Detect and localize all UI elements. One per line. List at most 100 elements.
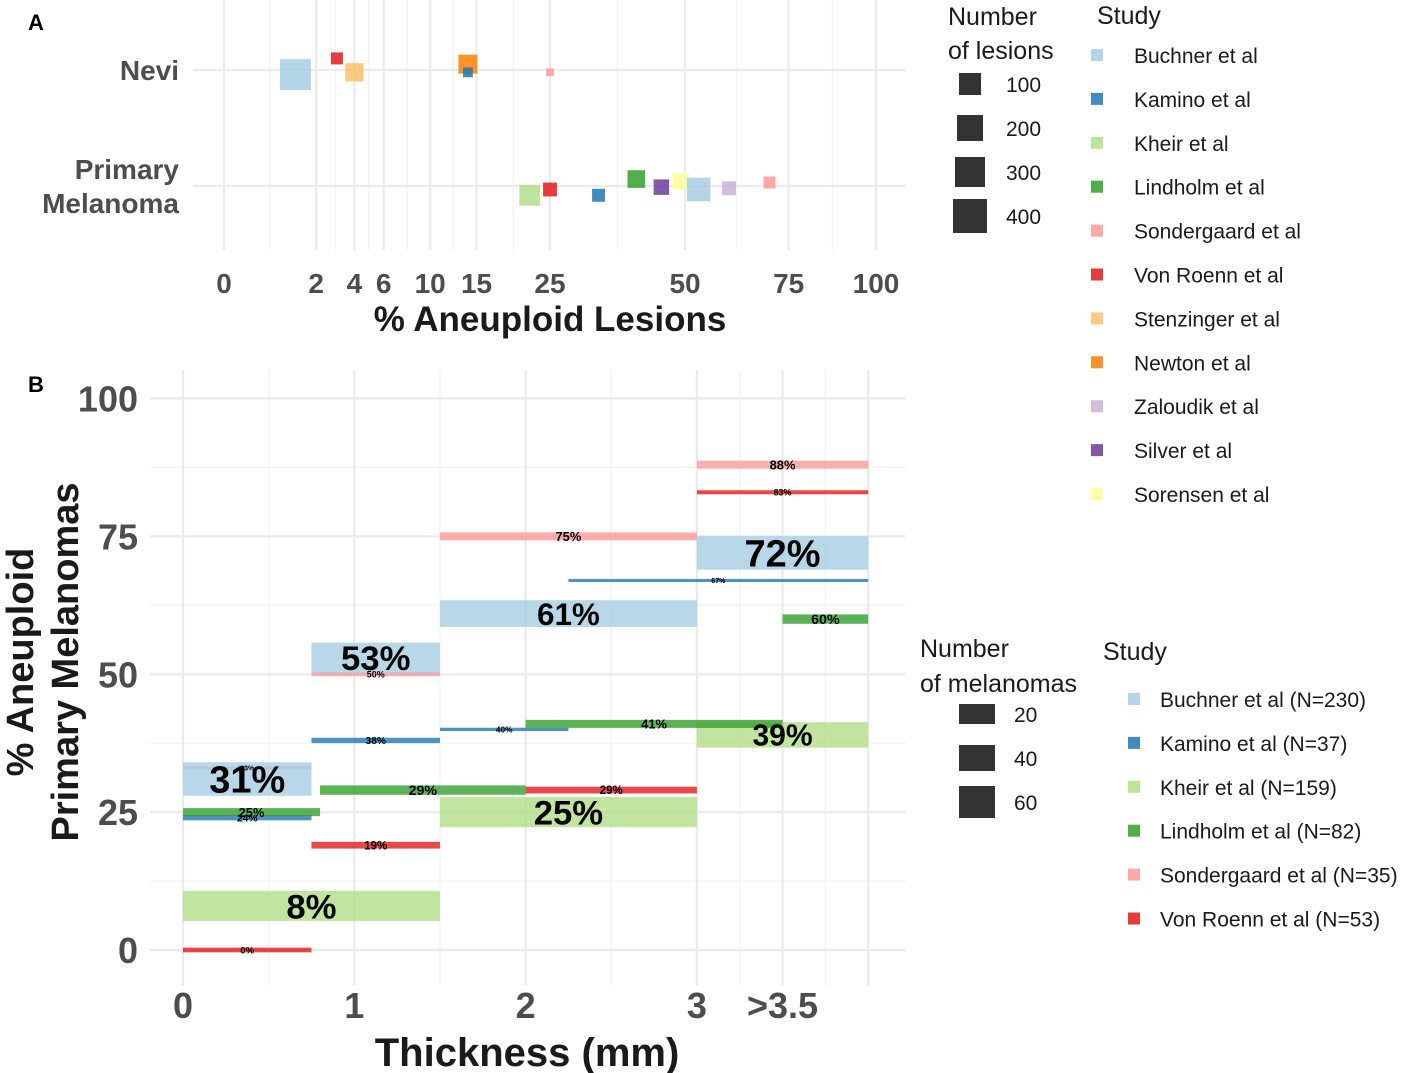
panel-a-x-axis-title: % Aneuploid Lesions xyxy=(374,300,727,339)
bar-kamino-et-al-38 xyxy=(311,737,440,744)
bar-von-roenn-et-al-83 xyxy=(696,490,869,495)
legend-label-lindholm-et-al: Lindholm et al xyxy=(1134,177,1265,200)
b-x-tick-3: 3 xyxy=(687,985,707,1026)
legend-key-von-roenn-et-al xyxy=(1091,268,1103,281)
point-kamino-et-al-nevi xyxy=(463,67,473,78)
bar-label-buchner-et-al-61: 61% xyxy=(537,597,600,632)
bar-buchner-et-al-31 xyxy=(183,762,312,796)
legend-key-newton-et-al xyxy=(1091,356,1103,369)
size-key-label-200: 200 xyxy=(1006,118,1041,141)
legend-label-sondergaard-et-al: Sondergaard et al xyxy=(1134,221,1301,244)
legend-label-kheir-et-al: Kheir et al xyxy=(1134,133,1229,156)
size-key-300 xyxy=(955,157,985,187)
legend-label-buchner-et-al-n-230: Buchner et al (N=230) xyxy=(1160,689,1366,712)
a-x-tick-6: 6 xyxy=(376,268,392,299)
bar-label-buchner-et-al-72: 72% xyxy=(745,534,821,576)
b-x-tick-1: 1 xyxy=(344,985,364,1026)
a-x-tick-25: 25 xyxy=(534,268,565,299)
size-key-200 xyxy=(957,115,983,141)
legend-label-newton-et-al: Newton et al xyxy=(1134,352,1251,375)
a-x-tick-50: 50 xyxy=(669,268,700,299)
bar-von-roenn-et-al-29 xyxy=(525,786,697,794)
legend-key-kheir-et-al xyxy=(1091,136,1103,149)
bar-label-lindholm-et-al-41: 41% xyxy=(641,717,667,732)
panel-a-gridlines xyxy=(193,0,905,250)
legend-label-buchner-et-al: Buchner et al xyxy=(1134,45,1258,68)
a-x-tick-0: 0 xyxy=(216,268,232,299)
bar-label-kamino-et-al-38: 38% xyxy=(365,736,386,747)
bar-label-buchner-et-al-31: 31% xyxy=(209,760,285,802)
point-sorensen-et-al-primary-melanoma xyxy=(672,173,689,190)
size-legend-title-line1: Number xyxy=(920,635,1009,663)
bar-label-von-roenn-et-al-0: 0% xyxy=(240,945,254,956)
point-zaloudik-et-al-primary-melanoma xyxy=(722,181,736,196)
size-key-label-40: 40 xyxy=(1014,748,1037,771)
b-y-tick-100: 100 xyxy=(78,379,138,420)
point-von-roenn-et-al-nevi xyxy=(330,52,343,65)
point-buchner-et-al-nevi xyxy=(279,59,311,91)
legend-label-stenzinger-et-al: Stenzinger et al xyxy=(1134,308,1280,331)
panel-b-bar-labels: 0%19%29%83%8%25%39%24%38%40%67%25%29%41%… xyxy=(209,457,840,956)
b-x-tick-2: 2 xyxy=(516,985,536,1026)
panel-b-x-axis-title: Thickness (mm) xyxy=(375,1031,680,1073)
point-von-roenn-et-al-primary-melanoma xyxy=(543,182,557,197)
b-y-tick-25: 25 xyxy=(98,792,138,833)
legend-label-silver-et-al: Silver et al xyxy=(1134,440,1232,463)
panel-b-y-axis-title: % Aneuploid Primary Melanomas xyxy=(0,482,87,841)
size-legend-title-line2: of melanomas xyxy=(920,670,1077,698)
bar-label-von-roenn-et-al-83: 83% xyxy=(774,487,792,497)
size-key-label-60: 60 xyxy=(1014,792,1037,815)
bar-buchner-et-al-72 xyxy=(696,536,869,570)
point-kamino-et-al-primary-melanoma xyxy=(592,188,606,202)
size-key-label-400: 400 xyxy=(1006,206,1041,229)
size-key-40 xyxy=(959,745,995,771)
bar-label-lindholm-et-al-60: 60% xyxy=(811,612,840,628)
legend-key-kamino-et-al-n-37 xyxy=(1128,736,1140,749)
a-x-tick-4: 4 xyxy=(347,268,363,299)
size-key-400 xyxy=(953,199,987,233)
bar-sondergaard-et-al-75 xyxy=(439,532,697,541)
panel-a-x-tick-labels: 0 2 4 6 10 15 25 50 75 100 xyxy=(216,268,899,299)
point-sondergaard-et-al-nevi xyxy=(546,68,554,77)
bar-kheir-et-al-25 xyxy=(439,797,697,828)
bar-kamino-et-al-24 xyxy=(183,814,312,821)
panel-b-color-legend: Study Buchner et al (N=230) Kamino et al … xyxy=(1103,638,1398,932)
legend-label-sondergaard-et-al-n-35: Sondergaard et al (N=35) xyxy=(1160,865,1398,888)
legend-key-kamino-et-al xyxy=(1091,92,1103,105)
bar-label-kheir-et-al-8: 8% xyxy=(286,888,336,926)
size-legend-title-line1: Number xyxy=(948,3,1037,31)
size-legend-title-line2: of lesions xyxy=(948,37,1054,65)
b-x-tick-3-5: >3.5 xyxy=(747,985,818,1026)
bar-label-von-roenn-et-al-29: 29% xyxy=(600,784,623,797)
panel-b-x-tick-labels: 0 1 2 3 >3.5 xyxy=(173,985,818,1026)
b-y-tick-50: 50 xyxy=(98,654,138,695)
bar-buchner-et-al-61 xyxy=(439,600,697,627)
color-legend-title: Study xyxy=(1103,638,1167,666)
bar-label-sondergaard-et-al-50: 50% xyxy=(367,669,385,679)
size-key-20 xyxy=(959,704,995,724)
point-sondergaard-et-al-primary-melanoma xyxy=(763,176,776,189)
point-kheir-et-al-primary-melanoma xyxy=(519,184,541,206)
bar-label-sondergaard-et-al-75: 75% xyxy=(556,529,582,544)
legend-key-buchner-et-al-n-230 xyxy=(1128,693,1140,705)
a-x-tick-100: 100 xyxy=(853,268,900,299)
bar-label-buchner-et-al-53: 53% xyxy=(341,640,410,678)
a-x-tick-10: 10 xyxy=(415,268,446,299)
bar-label-kamino-et-al-40: 40% xyxy=(496,724,513,734)
legend-key-stenzinger-et-al xyxy=(1091,312,1103,325)
legend-label-von-roenn-et-al-n-53: Von Roenn et al (N=53) xyxy=(1160,909,1380,932)
bar-label-lindholm-et-al-29: 29% xyxy=(409,783,438,799)
bar-lindholm-et-al-25 xyxy=(183,808,321,817)
bar-kamino-et-al-40 xyxy=(439,727,569,732)
panel-b-y-tick-labels: 0 25 50 75 100 xyxy=(78,379,138,972)
panel-a-letter: A xyxy=(28,10,44,35)
point-silver-et-al-primary-melanoma xyxy=(653,179,670,195)
legend-label-kamino-et-al-n-37: Kamino et al (N=37) xyxy=(1160,733,1347,756)
bar-label-sondergaard-et-al-88: 88% xyxy=(770,457,796,472)
point-buchner-et-al-primary-melanoma xyxy=(686,177,711,202)
panel-a-points xyxy=(279,52,776,206)
y-axis-title-line1: % Aneuploid xyxy=(0,548,42,777)
legend-label-kheir-et-al-n-159: Kheir et al (N=159) xyxy=(1160,777,1337,800)
panel-b-size-legend: Number of melanomas 20 40 60 xyxy=(920,635,1077,818)
